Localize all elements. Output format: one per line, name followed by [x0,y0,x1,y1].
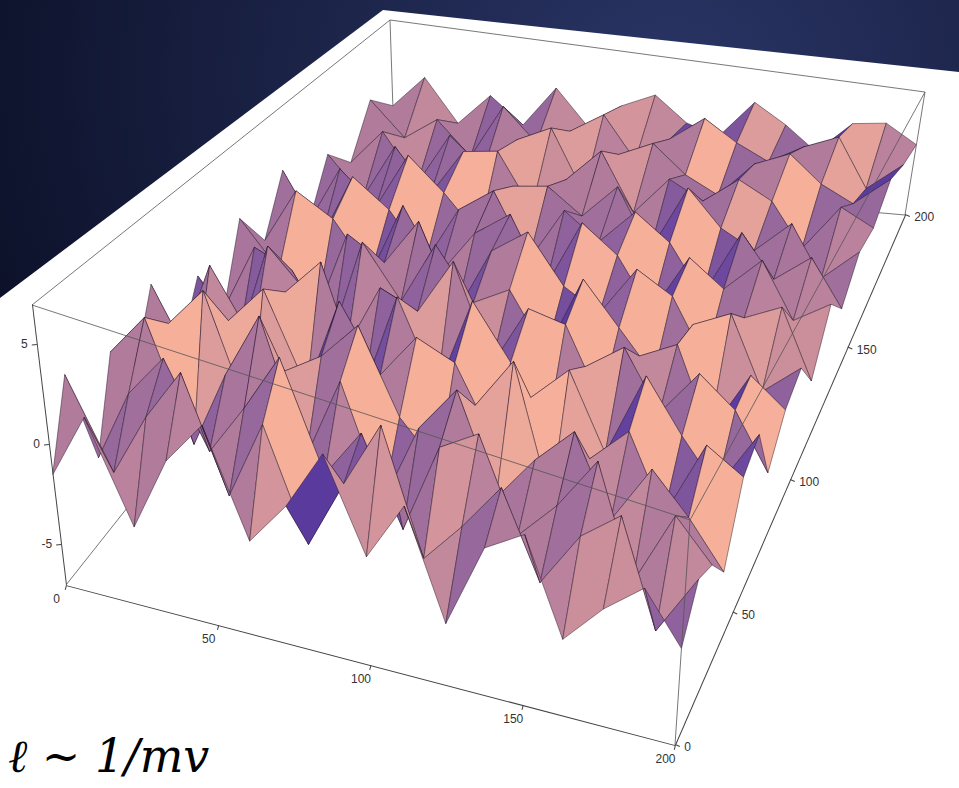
tick: 50 [731,600,761,627]
tick-label: 200 [914,210,934,224]
tick: 200 [652,741,681,771]
tick: -5 [40,535,62,553]
tick-label: 50 [202,632,216,646]
tick-label: 0 [33,437,40,451]
tick-mark [790,480,795,482]
plot-area [53,77,917,648]
tick: 0 [32,436,50,453]
tick: 100 [348,661,377,691]
tick-label: 50 [742,608,756,622]
tick: 0 [50,582,67,607]
y-axis: 0 50 100 150 200 [673,200,940,761]
annotation: ℓ ~ 1/mv [8,729,209,783]
tick-label: 0 [684,740,691,754]
surface-cell [166,373,229,496]
box-edge [390,20,925,92]
axis-line [676,215,906,745]
axis-line [32,304,66,584]
tick-mark [675,745,680,747]
tick-mark [217,625,218,630]
tick: 0 [673,735,696,757]
background [0,0,959,788]
box-edge [690,92,925,520]
surface-cell [603,516,655,631]
chart: 0 50 100 150 200 0 50 100 150 200 -5 0 5 ℓ ~ 1/mv [0,0,959,788]
tick: 5 [19,336,37,353]
tick: 200 [903,200,940,231]
box-back [32,20,925,585]
tick: 50 [199,621,221,649]
tick: 150 [500,701,529,731]
tick-label: 150 [503,712,523,726]
surface-cell [446,488,502,624]
tick-label: 150 [857,343,877,357]
tick-mark [32,344,37,346]
surface-cell [484,488,540,583]
tick-label: 0 [53,592,60,606]
tick-mark [848,347,853,349]
plot-background [0,10,959,788]
tick: 100 [788,465,825,496]
surface-cell [645,579,699,648]
box-front [32,92,925,745]
surface-cell [366,425,423,558]
tick-mark [733,612,738,614]
box-edge [675,520,690,745]
tick-mark [905,215,910,217]
axis-line [66,586,675,746]
tick-mark [674,745,675,750]
tick-label: 5 [21,337,28,351]
tick-mark [44,444,49,446]
tick-mark [65,585,66,590]
tick-label: -5 [41,537,52,551]
tick-label: 200 [655,752,675,766]
tick-label: 100 [799,475,819,489]
tick-label: 100 [351,672,371,686]
tick-mark [56,544,61,546]
tick: 150 [846,333,883,364]
surface-cell [286,454,344,544]
tick-mark [370,665,371,670]
tick-mark [522,705,523,710]
z-axis: -5 0 5 [12,304,67,587]
box-edge [32,305,690,520]
